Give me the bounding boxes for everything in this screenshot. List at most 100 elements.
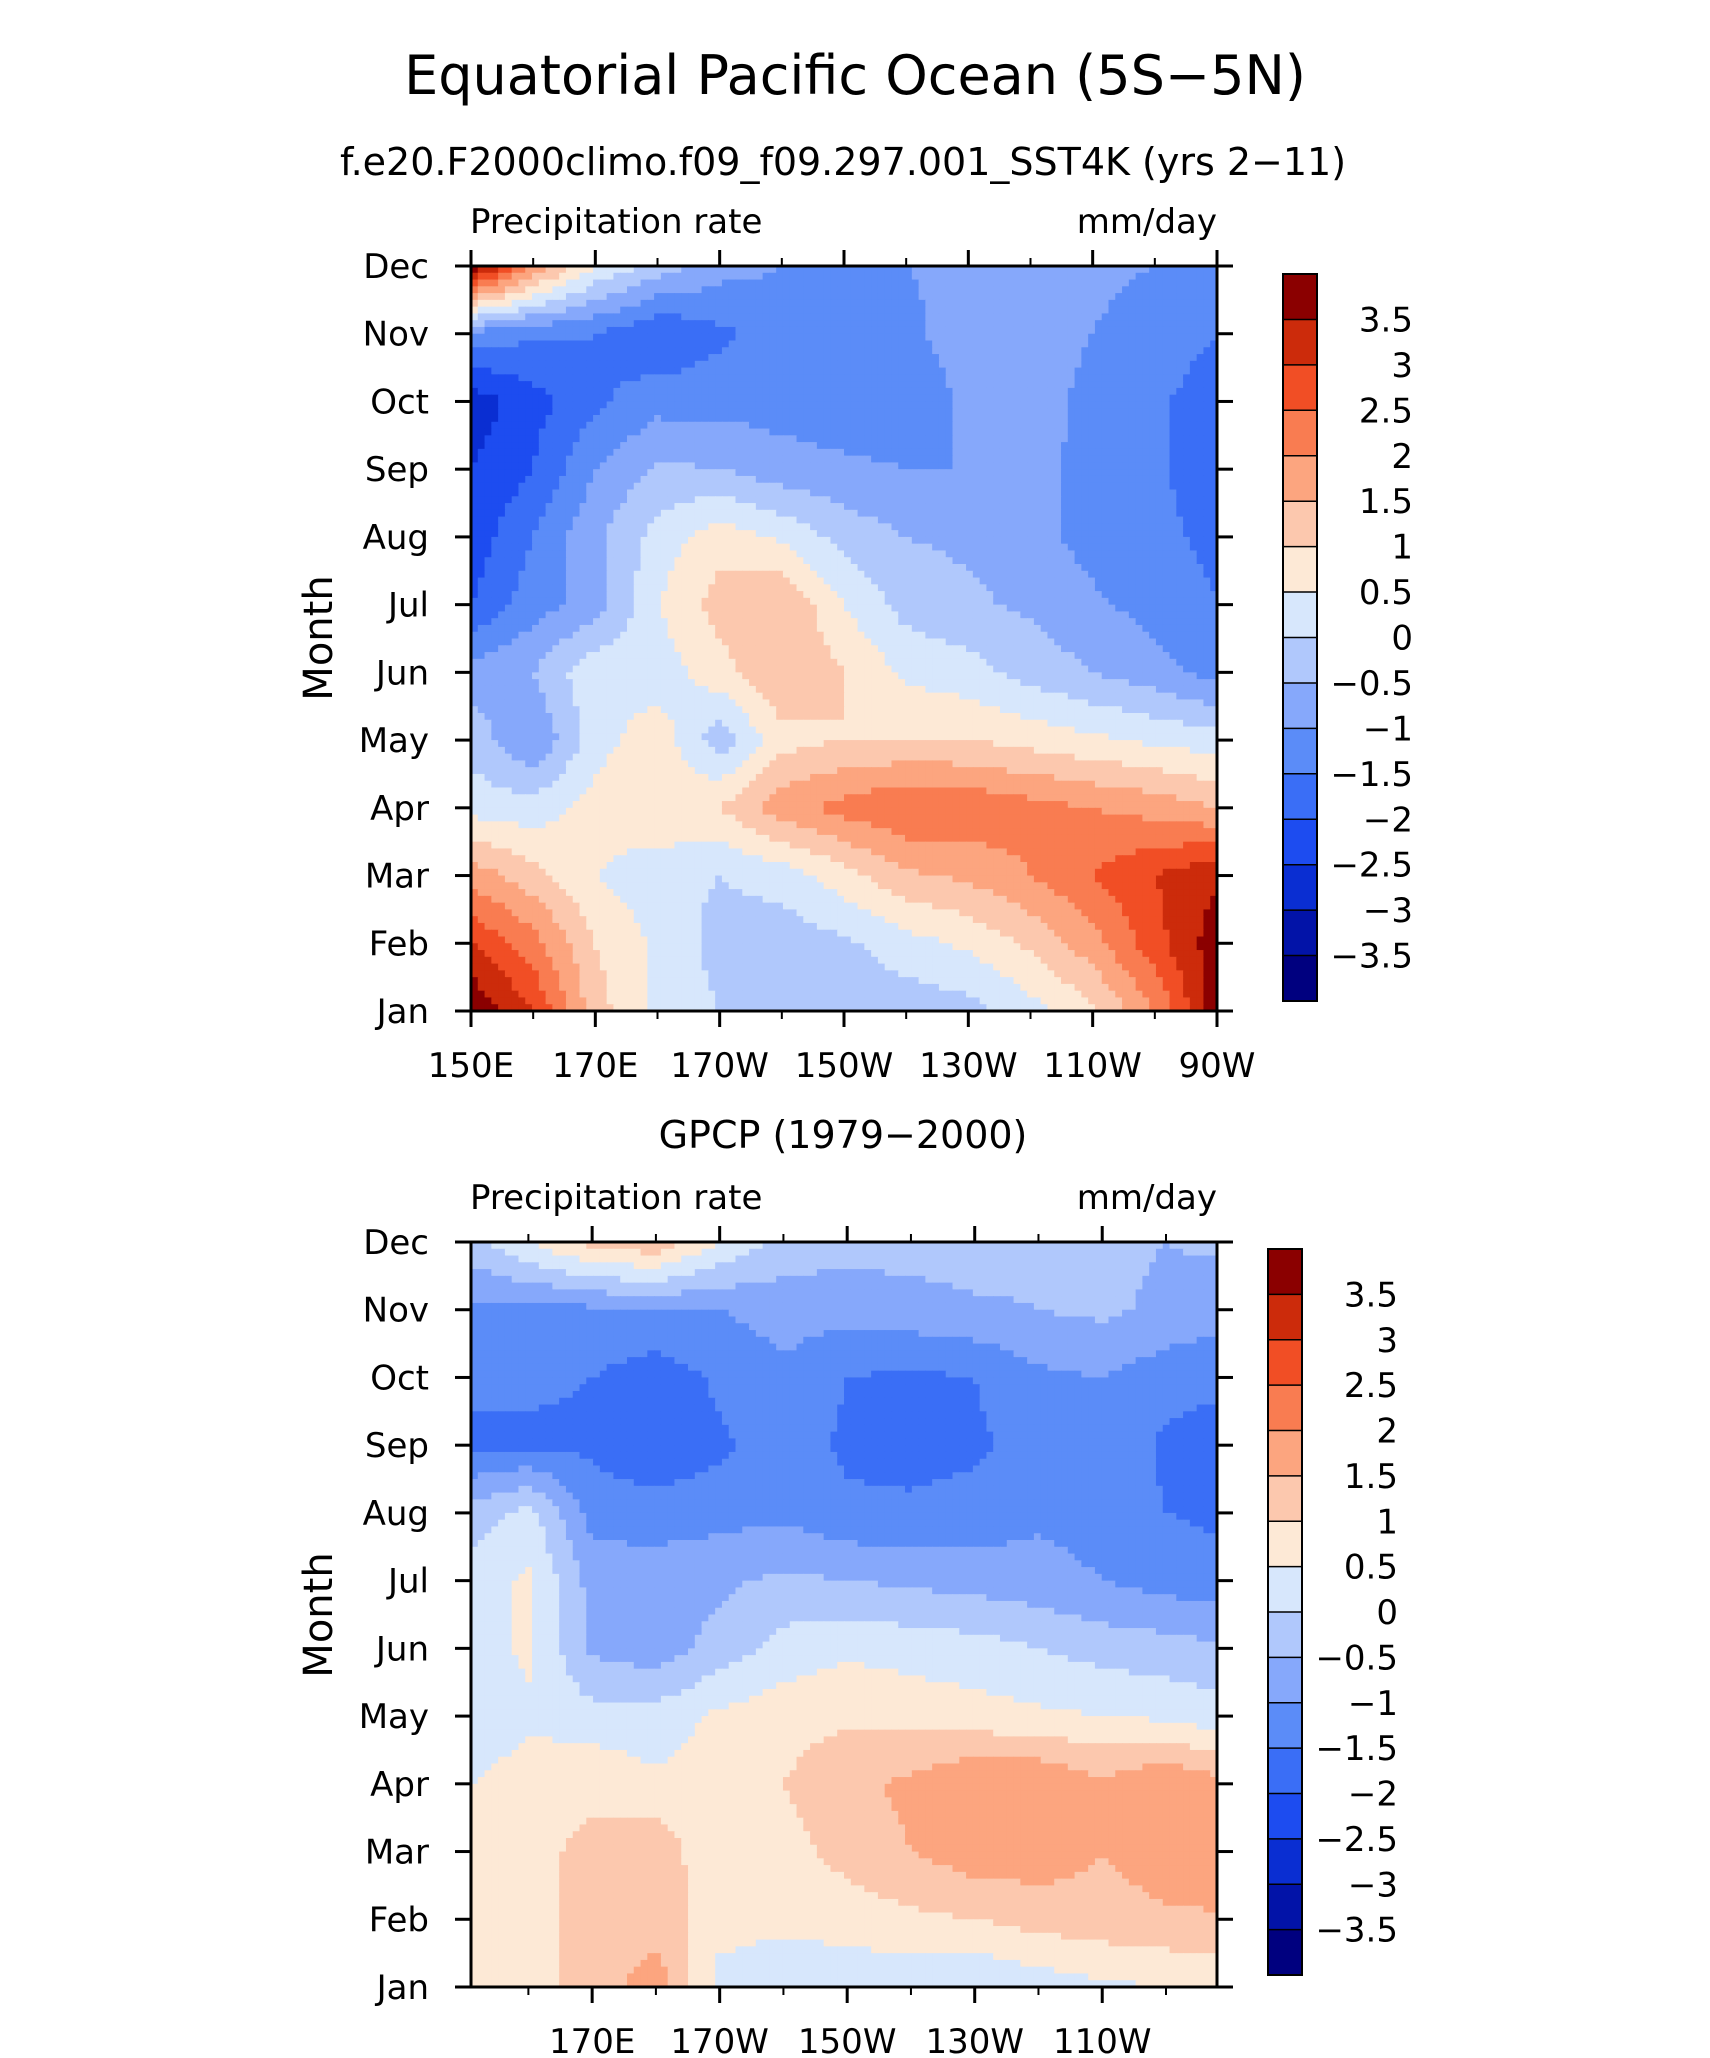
contour-cell [824,483,831,490]
contour-cell [1176,415,1183,422]
contour-cell [573,286,580,293]
contour-cell [1102,368,1109,375]
contour-cell [559,395,566,402]
contour-cell [742,517,749,524]
contour-cell [627,408,634,415]
contour-cell [1129,395,1136,402]
contour-cell [1108,422,1115,429]
contour-cell [776,490,783,497]
contour-cell [790,354,797,361]
contour-cell [1014,334,1021,341]
contour-cell [681,280,688,287]
contour-cell [803,354,810,361]
contour-cell [763,374,770,381]
contour-cell [1183,320,1190,327]
contour-cell [919,496,926,503]
contour-cell [722,442,729,449]
contour-cell [1115,530,1122,537]
contour-cell [729,354,736,361]
contour-cell [1183,300,1190,307]
contour-cell [919,401,926,408]
contour-cell [518,293,525,300]
contour-cell [1088,361,1095,368]
contour-cell [830,456,837,463]
contour-cell [532,422,539,429]
contour-cell [790,361,797,368]
contour-cell [695,422,702,429]
contour-cell [708,422,715,429]
contour-cell [1054,334,1061,341]
contour-cell [546,544,553,551]
contour-cell [946,320,953,327]
contour-cell [715,442,722,449]
contour-cell [966,496,973,503]
contour-cell [546,449,553,456]
contour-cell [607,537,614,544]
contour-cell [993,530,1000,537]
contour-cell [817,408,824,415]
contour-cell [1000,293,1007,300]
contour-cell [925,273,932,280]
contour-cell [1115,544,1122,551]
contour-cell [722,307,729,314]
contour-cell [688,510,695,517]
contour-cell [559,415,566,422]
contour-cell [695,395,702,402]
contour-cell [505,503,512,510]
contour-cell [613,327,620,334]
contour-cell [1061,469,1068,476]
contour-cell [1041,293,1048,300]
contour-cell [668,462,675,469]
contour-cell [1014,449,1021,456]
contour-cell [797,286,804,293]
contour-cell [722,490,729,497]
contour-cell [803,415,810,422]
contour-cell [708,496,715,503]
contour-cell [600,435,607,442]
contour-cell [1122,462,1129,469]
contour-cell [1197,341,1204,348]
contour-cell [1095,496,1102,503]
contour-cell [783,320,790,327]
contour-cell [654,557,661,564]
contour-cell [1041,550,1048,557]
contour-cell [810,401,817,408]
contour-cell [552,273,559,280]
contour-cell [1007,327,1014,334]
contour-cell [953,469,960,476]
contour-cell [668,544,675,551]
contour-cell [505,510,512,517]
contour-cell [518,496,525,503]
contour-cell [858,408,865,415]
contour-cell [953,557,960,564]
contour-cell [512,361,519,368]
contour-cell [966,510,973,517]
contour-cell [986,341,993,348]
contour-cell [674,347,681,354]
contour-cell [647,368,654,375]
contour-cell [1183,557,1190,564]
contour-cell [580,462,587,469]
contour-cell [518,361,525,368]
contour-cell [1027,449,1034,456]
contour-cell [641,510,648,517]
contour-cell [803,490,810,497]
contour-cell [939,510,946,517]
contour-cell [1129,300,1136,307]
contour-cell [478,462,485,469]
contour-cell [1122,327,1129,334]
contour-cell [810,564,817,571]
contour-cell [552,469,559,476]
contour-cell [858,334,865,341]
contour-cell [1054,483,1061,490]
contour-cell [1142,530,1149,537]
contour-cell [708,354,715,361]
contour-cell [708,462,715,469]
contour-cell [722,280,729,287]
contour-cell [735,476,742,483]
contour-cell [1136,415,1143,422]
contour-cell [1068,530,1075,537]
contour-cell [1020,469,1027,476]
contour-cell [797,476,804,483]
contour-cell [797,523,804,530]
